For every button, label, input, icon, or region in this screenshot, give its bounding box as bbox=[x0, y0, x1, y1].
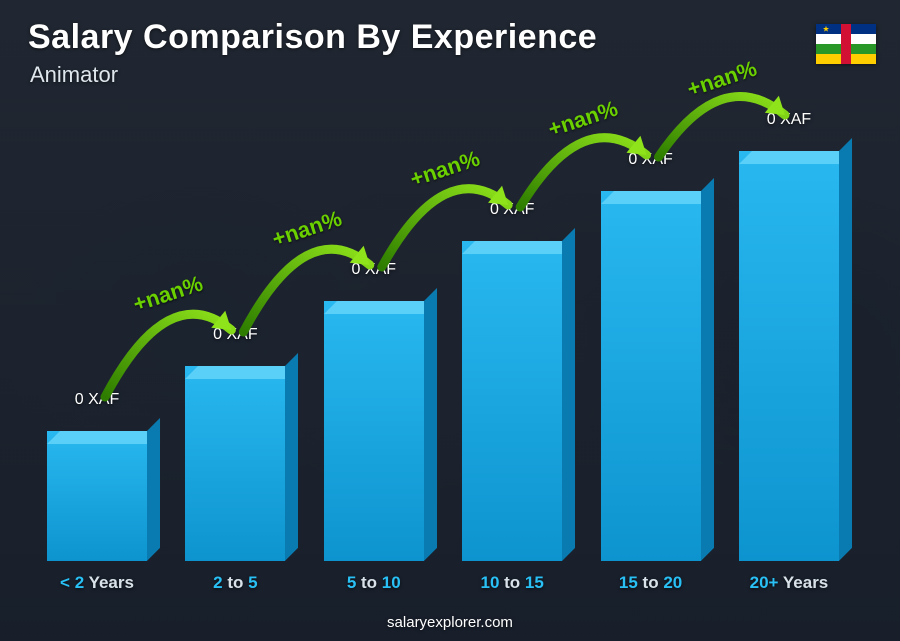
footer-attribution: salaryexplorer.com bbox=[0, 614, 900, 631]
chart-subtitle: Animator bbox=[30, 62, 118, 88]
bar: 0 XAF5 to 10 bbox=[313, 301, 435, 561]
growth-pct-label: +nan% bbox=[684, 56, 760, 103]
bar-value-label: 0 XAF bbox=[294, 261, 454, 279]
bar-front bbox=[462, 241, 562, 561]
bar-top bbox=[462, 241, 575, 254]
bar-side bbox=[424, 288, 437, 561]
bar-value-label: 0 XAF bbox=[432, 201, 592, 219]
chart-title: Salary Comparison By Experience bbox=[28, 18, 597, 57]
x-axis-label: 20+ Years bbox=[709, 573, 869, 593]
bar: 0 XAF< 2 Years bbox=[36, 431, 158, 561]
bars-container: 0 XAF< 2 Years0 XAF2 to 50 XAF5 to 100 X… bbox=[26, 151, 860, 561]
bar-side bbox=[285, 353, 298, 561]
bar-side bbox=[147, 418, 160, 561]
bar-chart: 0 XAF< 2 Years0 XAF2 to 50 XAF5 to 100 X… bbox=[26, 110, 860, 599]
bar-value-label: 0 XAF bbox=[17, 391, 177, 409]
bar-value-label: 0 XAF bbox=[571, 151, 731, 169]
bar-front bbox=[47, 431, 147, 561]
growth-pct-label: +nan% bbox=[545, 96, 621, 143]
bar-front bbox=[601, 191, 701, 561]
bar-front bbox=[324, 301, 424, 561]
bar-top bbox=[185, 366, 298, 379]
bar-top bbox=[47, 431, 160, 444]
bar-side bbox=[701, 178, 714, 561]
bar-value-label: 0 XAF bbox=[709, 111, 869, 129]
bar-side bbox=[839, 138, 852, 561]
x-axis-label: 15 to 20 bbox=[571, 573, 731, 593]
bar-side bbox=[562, 228, 575, 561]
x-axis-label: < 2 Years bbox=[17, 573, 177, 593]
bar: 0 XAF2 to 5 bbox=[174, 366, 296, 561]
bar-value-label: 0 XAF bbox=[155, 326, 315, 344]
bar: 0 XAF20+ Years bbox=[728, 151, 850, 561]
bar-top bbox=[601, 191, 714, 204]
bar: 0 XAF15 to 20 bbox=[590, 191, 712, 561]
x-axis-label: 10 to 15 bbox=[432, 573, 592, 593]
bar-top bbox=[324, 301, 437, 314]
country-flag-icon bbox=[816, 24, 876, 64]
bar-front bbox=[185, 366, 285, 561]
chart-stage: Salary Comparison By Experience Animator… bbox=[0, 0, 900, 641]
bar: 0 XAF10 to 15 bbox=[451, 241, 573, 561]
bar-front bbox=[739, 151, 839, 561]
x-axis-label: 5 to 10 bbox=[294, 573, 454, 593]
bar-top bbox=[739, 151, 852, 164]
x-axis-label: 2 to 5 bbox=[155, 573, 315, 593]
